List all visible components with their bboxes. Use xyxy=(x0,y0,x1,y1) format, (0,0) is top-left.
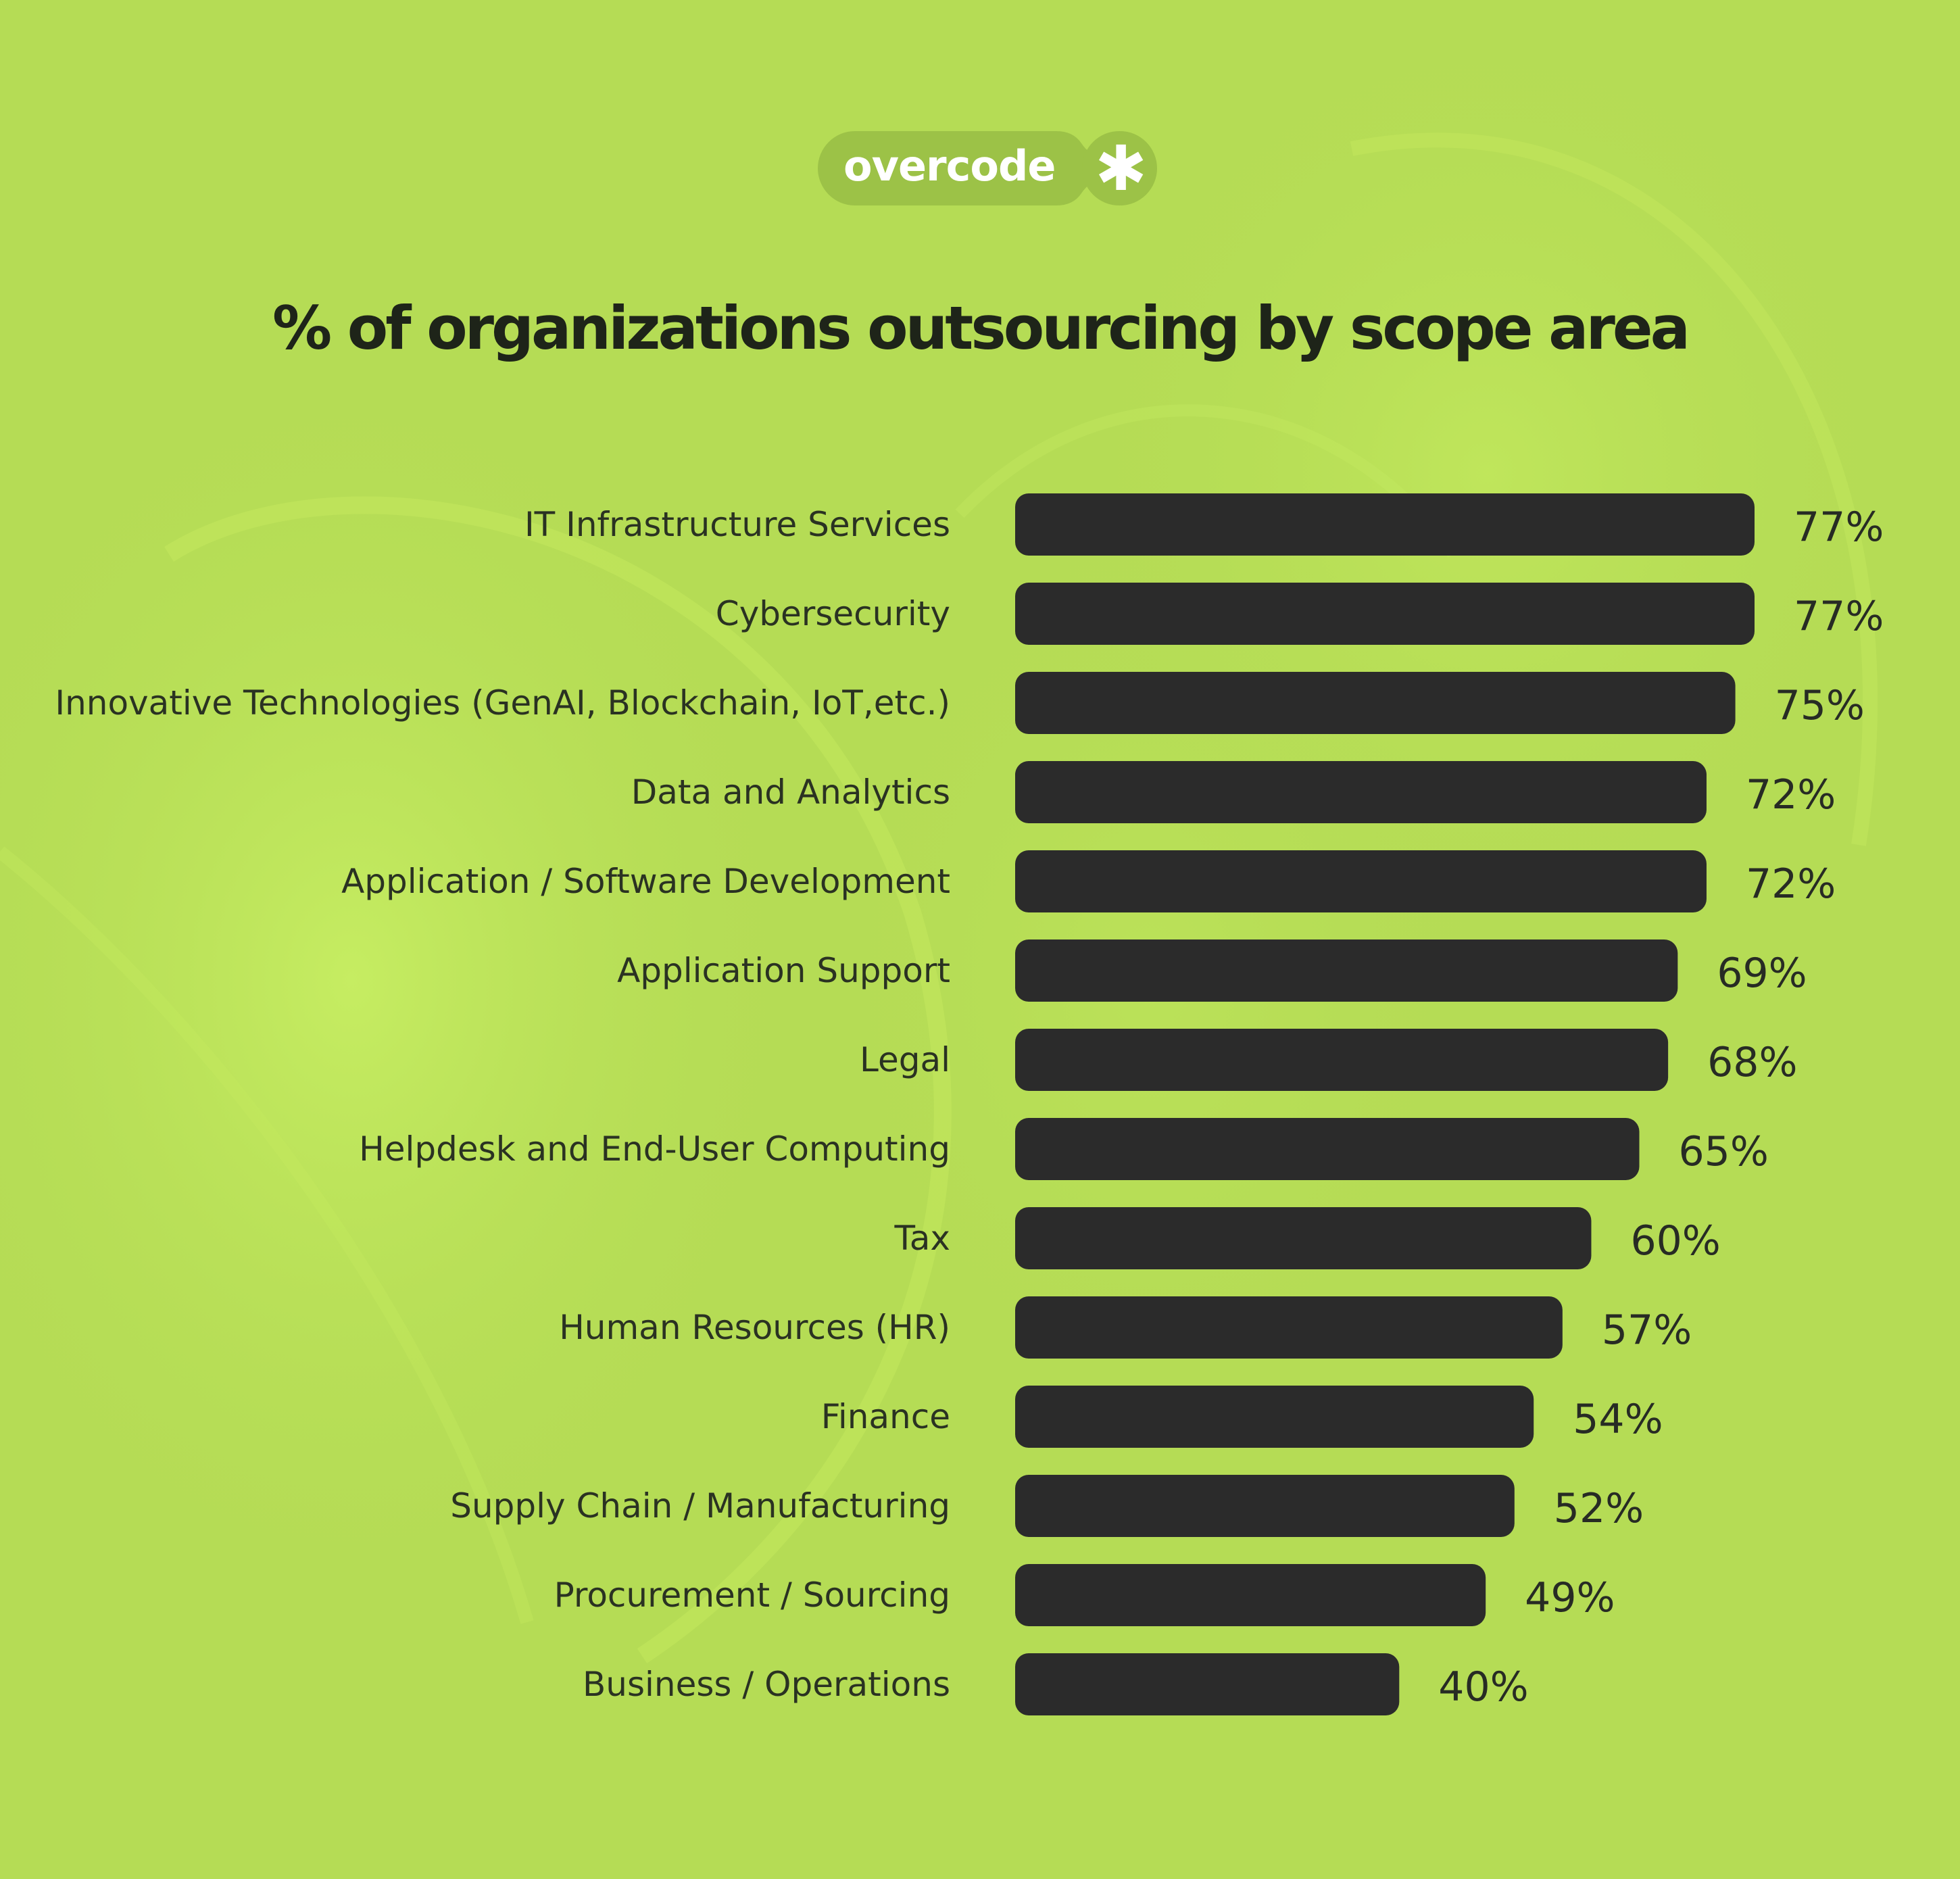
bar-row: Helpdesk and End-User Computing 65% xyxy=(359,1118,1769,1180)
bar-row: Cybersecurity 77% xyxy=(716,583,1884,645)
brand-logo-text: overcode xyxy=(843,141,1056,191)
bar-row: Procurement / Sourcing 49% xyxy=(554,1564,1615,1626)
value-label: 65% xyxy=(1679,1128,1769,1175)
category-label: Application Support xyxy=(617,951,950,990)
value-label: 77% xyxy=(1794,593,1884,640)
bar xyxy=(1015,761,1707,823)
bar xyxy=(1015,672,1736,734)
category-label: Legal xyxy=(860,1040,950,1079)
bar-row: Innovative Technologies (GenAI, Blockcha… xyxy=(55,672,1865,734)
category-label: Application / Software Development xyxy=(341,862,950,901)
bar xyxy=(1015,1653,1400,1715)
value-label: 52% xyxy=(1554,1485,1644,1532)
bar-row: Business / Operations 40% xyxy=(583,1653,1529,1715)
value-label: 77% xyxy=(1794,504,1884,551)
bar xyxy=(1015,1118,1640,1180)
category-label: Supply Chain / Manufacturing xyxy=(450,1486,950,1526)
bar-row: Legal 68% xyxy=(860,1029,1797,1091)
bar-row: Application / Software Development 72% xyxy=(341,850,1836,912)
bar-row: Application Support 69% xyxy=(617,940,1807,1002)
category-label: Human Resources (HR) xyxy=(559,1308,950,1347)
category-label: Data and Analytics xyxy=(631,773,950,812)
value-label: 75% xyxy=(1775,682,1865,729)
value-label: 72% xyxy=(1746,771,1836,819)
bar-row: IT Infrastructure Services 77% xyxy=(524,493,1884,556)
bar xyxy=(1015,940,1678,1002)
value-label: 57% xyxy=(1602,1307,1692,1354)
bar-row: Human Resources (HR) 57% xyxy=(559,1296,1692,1359)
bar xyxy=(1015,1029,1669,1091)
asterisk-icon: ✱ xyxy=(1095,132,1148,205)
bar xyxy=(1015,583,1755,645)
chart-title: % of organizations outsourcing by scope … xyxy=(272,293,1690,363)
logo-badge xyxy=(818,131,1157,205)
value-label: 40% xyxy=(1438,1663,1528,1711)
value-label: 49% xyxy=(1525,1574,1615,1621)
bar xyxy=(1015,1564,1486,1626)
bar-row: Data and Analytics 72% xyxy=(631,761,1836,823)
category-label: Cybersecurity xyxy=(716,594,950,633)
category-label: Finance xyxy=(821,1397,950,1436)
category-label: Tax xyxy=(894,1219,951,1258)
bar xyxy=(1015,493,1755,556)
bar xyxy=(1015,1207,1592,1269)
bar xyxy=(1015,1386,1534,1448)
value-label: 68% xyxy=(1707,1039,1797,1086)
value-label: 72% xyxy=(1746,860,1836,908)
category-label: IT Infrastructure Services xyxy=(524,505,950,544)
category-label: Business / Operations xyxy=(583,1665,950,1704)
bar xyxy=(1015,1296,1563,1359)
bar xyxy=(1015,1475,1515,1537)
category-label: Innovative Technologies (GenAI, Blockcha… xyxy=(55,683,950,723)
bar xyxy=(1015,850,1707,912)
bar-row: Tax 60% xyxy=(894,1207,1721,1269)
value-label: 69% xyxy=(1717,950,1807,997)
value-label: 54% xyxy=(1573,1396,1663,1443)
bar-row: Supply Chain / Manufacturing 52% xyxy=(450,1475,1644,1537)
category-label: Helpdesk and End-User Computing xyxy=(359,1129,950,1169)
value-label: 60% xyxy=(1630,1217,1720,1265)
bar-row: Finance 54% xyxy=(821,1386,1663,1448)
category-label: Procurement / Sourcing xyxy=(554,1576,950,1615)
